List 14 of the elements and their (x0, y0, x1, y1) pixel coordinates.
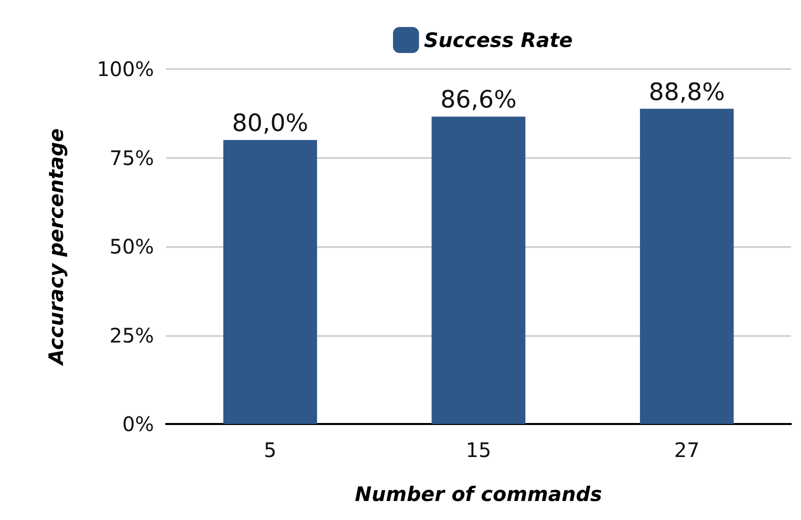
y-tick-label: 50% (110, 234, 154, 258)
x-tick-label: 27 (674, 438, 700, 462)
x-axis-title: Number of commands (354, 482, 602, 506)
data-label: 80,0% (232, 109, 308, 137)
x-tick-label: 15 (466, 438, 492, 462)
y-axis-title: Accuracy percentage (44, 128, 68, 367)
legend-label: Success Rate (424, 28, 573, 52)
y-tick-label: 0% (122, 412, 154, 436)
x-tick-label: 5 (264, 438, 277, 462)
data-label: 86,6% (440, 86, 517, 114)
data-label: 88,8% (648, 78, 725, 106)
y-tick-label: 100% (96, 57, 154, 81)
y-tick-label: 75% (110, 146, 154, 170)
y-tick-label: 25% (110, 323, 154, 348)
